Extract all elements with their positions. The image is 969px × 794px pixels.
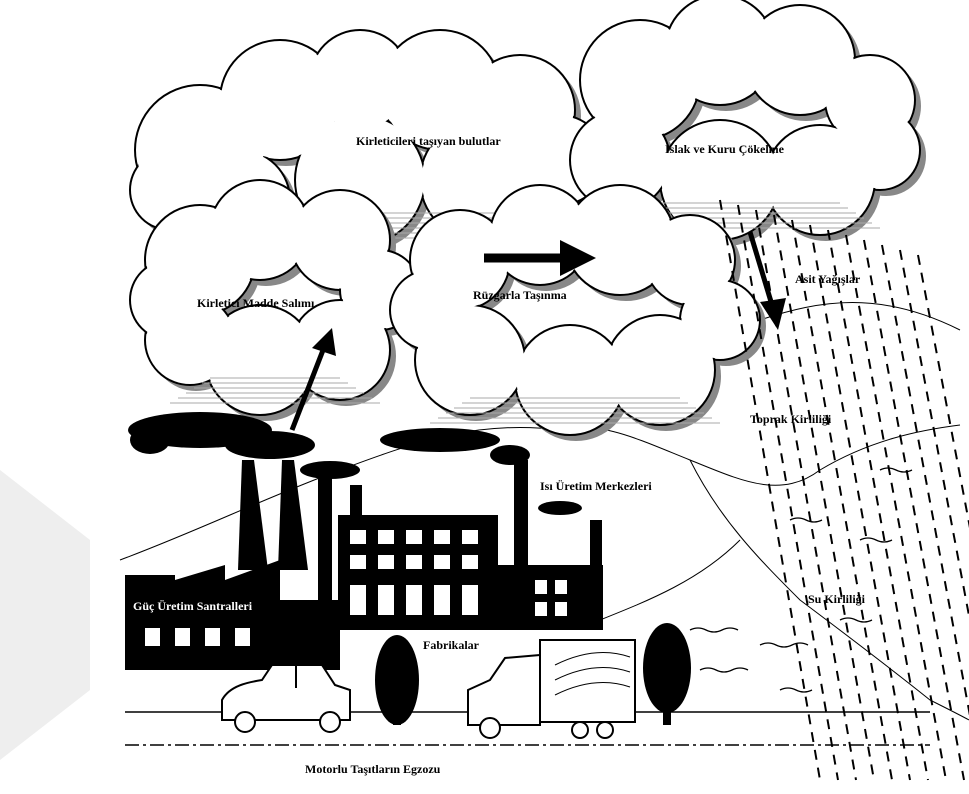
cloud-fill: [517, 327, 624, 434]
truck: [468, 640, 635, 738]
watermark: [0, 470, 90, 760]
label: Kirletici Madde Salımı: [197, 296, 315, 310]
label: Toprak Kirliliği: [750, 412, 832, 426]
car: [222, 665, 350, 732]
label: Isı Üretim Merkezleri: [540, 479, 652, 493]
label: Su Kirliliği: [808, 592, 866, 606]
window: [462, 585, 478, 615]
window: [535, 580, 547, 594]
window: [406, 555, 422, 569]
window: [205, 628, 220, 646]
rain-streak: [882, 245, 969, 780]
window: [378, 530, 394, 544]
window: [434, 555, 450, 569]
diagram: Kirleticileri taşıyan bulutlar Islak ve …: [0, 0, 969, 794]
window: [175, 628, 190, 646]
window: [350, 555, 366, 569]
window: [235, 628, 250, 646]
window: [406, 585, 422, 615]
window: [406, 530, 422, 544]
window: [378, 585, 394, 615]
window: [145, 628, 160, 646]
cloud: [390, 185, 766, 441]
rain: [720, 200, 969, 780]
label: Rüzgarla Taşınma: [473, 288, 567, 302]
window: [555, 580, 567, 594]
label: Fabrikalar: [423, 638, 480, 652]
window: [462, 530, 478, 544]
window: [350, 585, 366, 615]
window: [434, 530, 450, 544]
window: [462, 555, 478, 569]
water-waves: [690, 468, 912, 692]
window: [555, 602, 567, 616]
label: Güç Üretim Santralleri: [133, 599, 253, 613]
clouds: [130, 0, 926, 441]
window: [378, 555, 394, 569]
rain-streak: [918, 255, 969, 780]
label: Asit Yağışlar: [795, 272, 861, 286]
label: Motorlu Taşıtların Egzozu: [305, 762, 441, 776]
cloud-fill: [392, 272, 469, 349]
window: [434, 585, 450, 615]
window: [535, 602, 547, 616]
label: Kirleticileri taşıyan bulutlar: [356, 134, 501, 148]
window: [350, 530, 366, 544]
label: Islak ve Kuru Çökelme: [665, 142, 785, 156]
